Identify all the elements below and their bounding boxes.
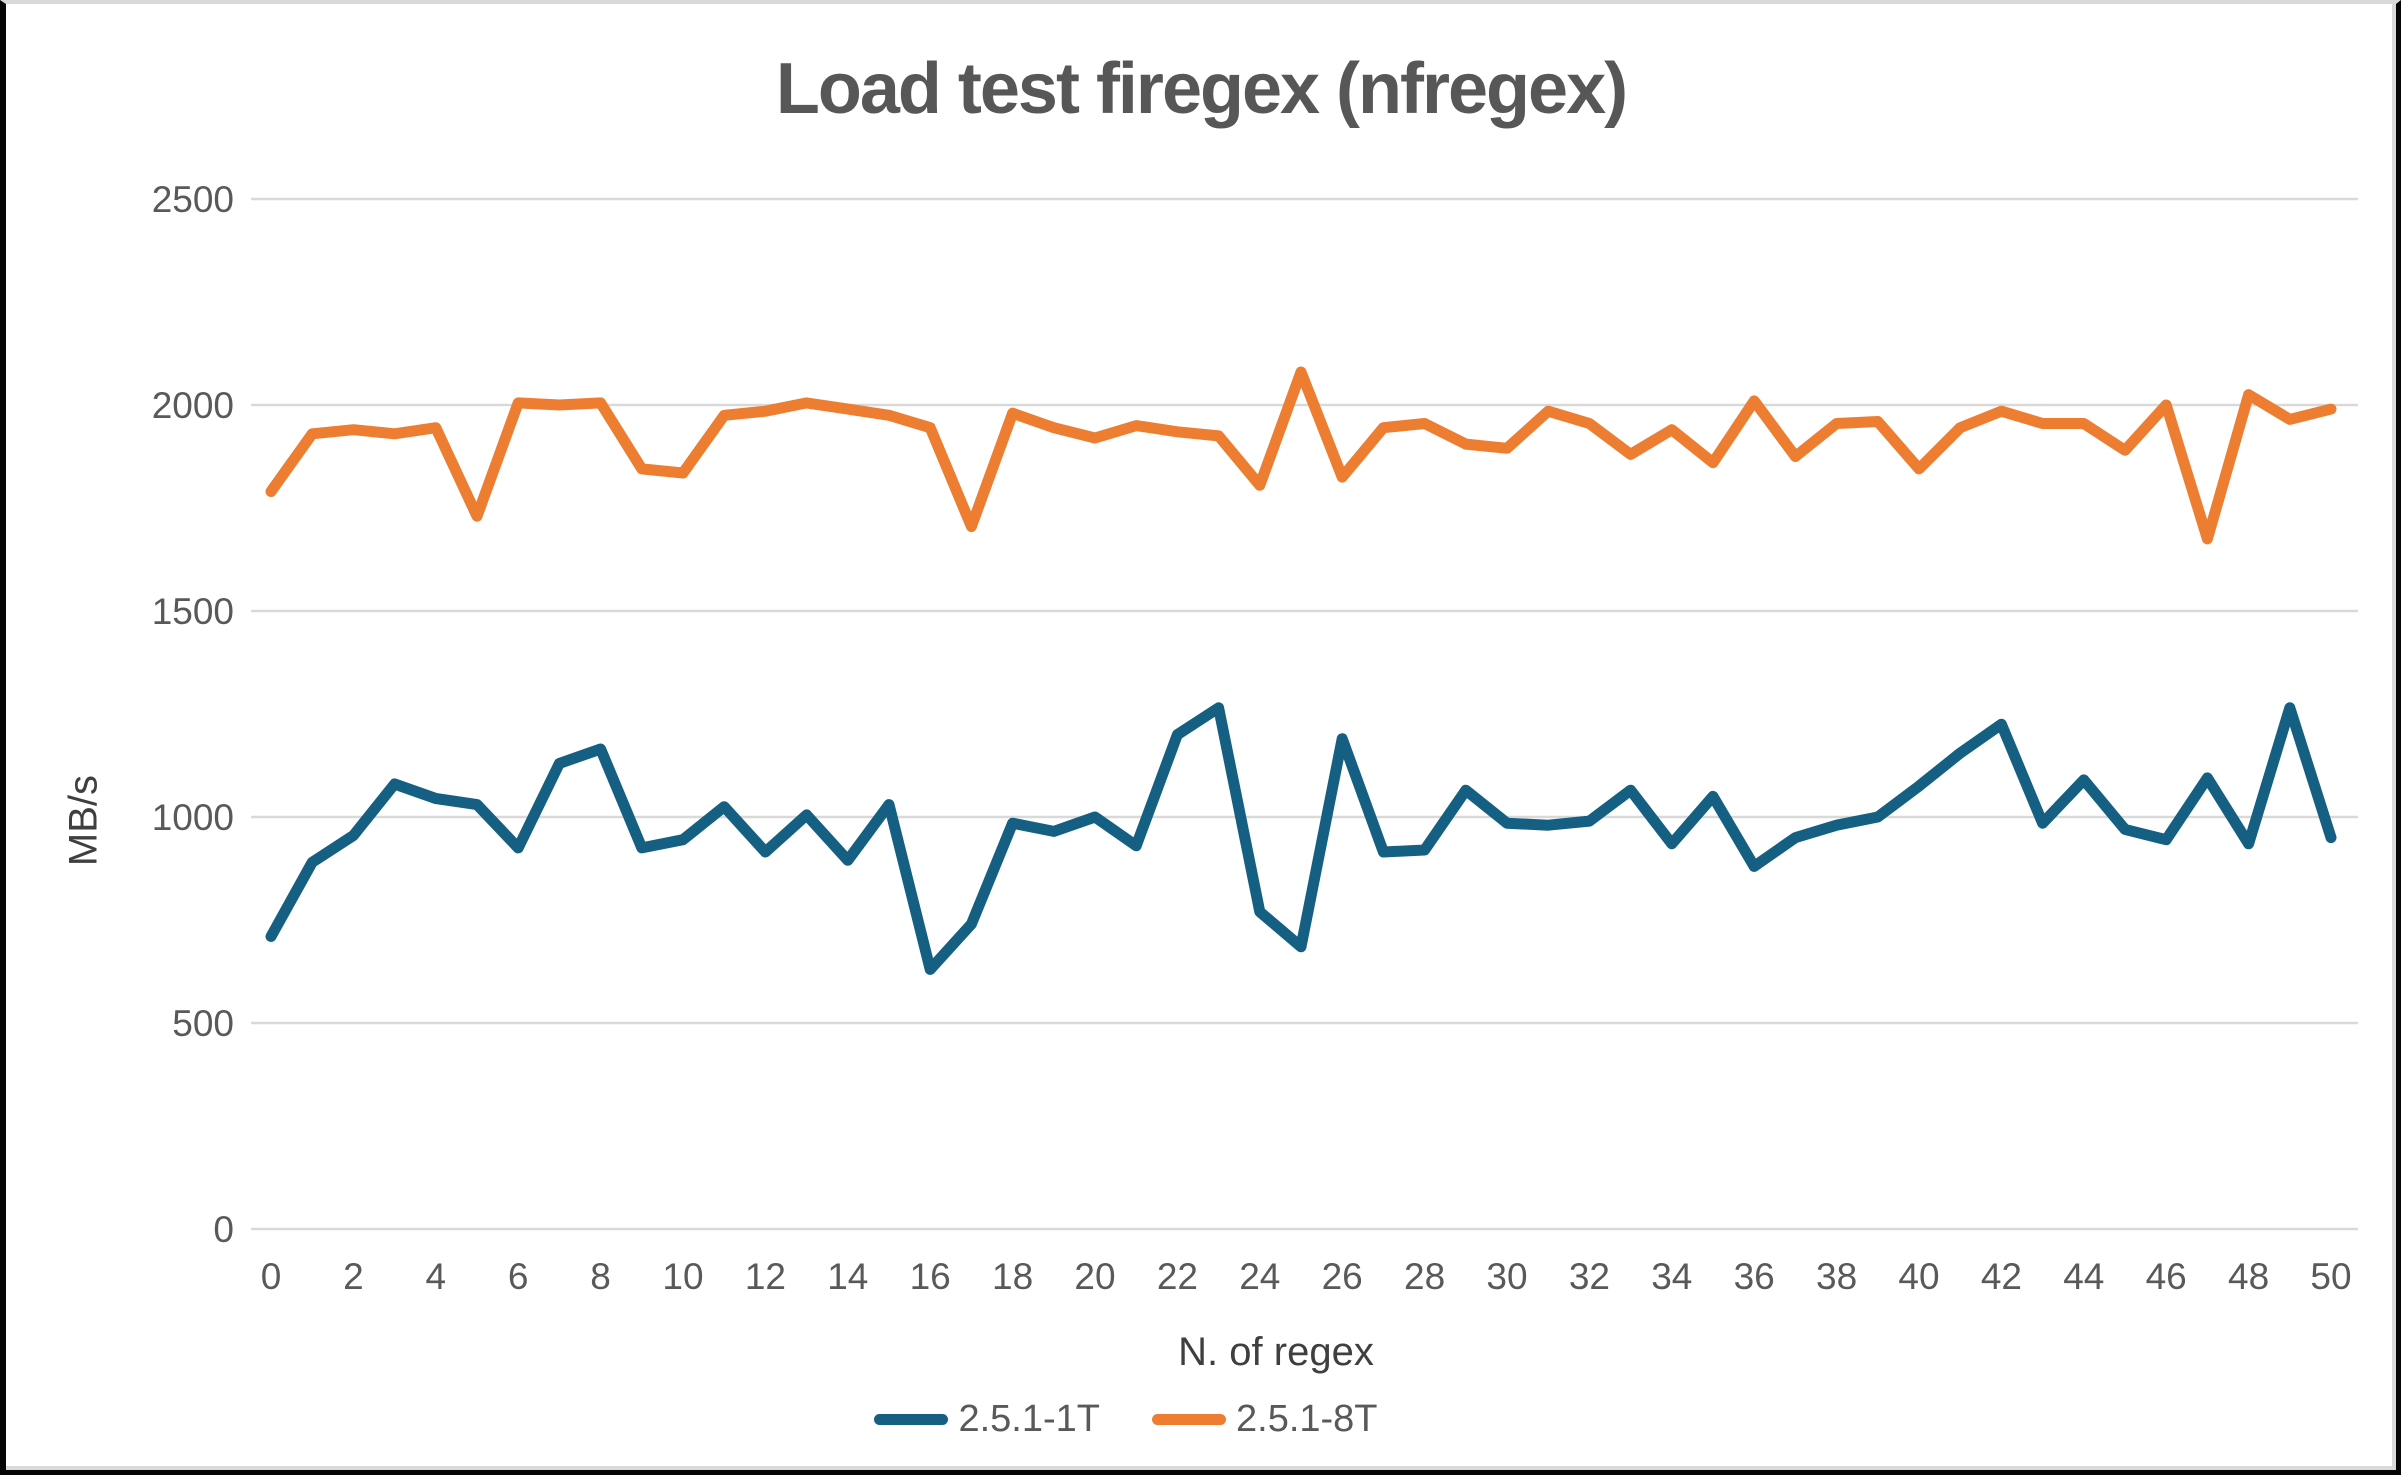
x-tick-label: 20 [1074,1256,1115,1297]
series-line-2.5.1-8T [265,366,2337,545]
x-tick-label: 18 [992,1256,1033,1297]
x-tick-label: 8 [590,1256,611,1297]
legend-item-8t: 2.5.1-8T [1152,1398,1378,1441]
x-tick-label: 10 [662,1256,703,1297]
legend-label-8t: 2.5.1-8T [1236,1398,1378,1440]
x-tick-label: 42 [1981,1256,2022,1297]
x-tick-label: 38 [1816,1256,1857,1297]
x-tick-label: 6 [508,1256,529,1297]
y-tick-label: 1500 [152,591,234,632]
series-line-2.5.1-1T [265,702,2337,975]
y-axis-title: MB/s [61,774,106,867]
x-tick-label: 40 [1898,1256,1939,1297]
x-tick-label: 22 [1157,1256,1198,1297]
legend: 2.5.1-1T 2.5.1-8T [6,1398,2396,1441]
y-tick-label: 2000 [152,385,234,426]
y-tick-label: 1000 [152,797,234,838]
x-tick-label: 4 [426,1256,447,1297]
x-tick-label: 12 [745,1256,786,1297]
x-tick-label: 30 [1486,1256,1527,1297]
legend-marker-1t-icon [874,1414,949,1425]
x-tick-label: 46 [2146,1256,2187,1297]
x-tick-label: 44 [2063,1256,2104,1297]
chart-title: Load test firegex (nfregex) [775,49,1628,129]
x-tick-label: 0 [261,1256,282,1297]
x-tick-label: 36 [1734,1256,1775,1297]
y-tick-label: 2500 [152,179,234,220]
x-axis-title: N. of regex [1178,1330,1374,1374]
x-tick-label: 26 [1322,1256,1363,1297]
x-tick-label: 48 [2228,1256,2269,1297]
x-tick-label: 14 [827,1256,868,1297]
legend-label-1t: 2.5.1-1T [958,1398,1100,1440]
x-tick-label: 50 [2310,1256,2351,1297]
x-tick-label: 32 [1569,1256,1610,1297]
y-tick-label: 0 [213,1209,234,1250]
legend-item-1t: 2.5.1-1T [874,1398,1100,1441]
x-tick-label: 24 [1239,1256,1280,1297]
x-tick-label: 28 [1404,1256,1445,1297]
x-tick-label: 34 [1651,1256,1692,1297]
x-tick-label: 2 [343,1256,364,1297]
x-tick-label: 16 [910,1256,951,1297]
y-tick-label: 500 [172,1003,234,1044]
legend-marker-8t-icon [1152,1414,1226,1425]
